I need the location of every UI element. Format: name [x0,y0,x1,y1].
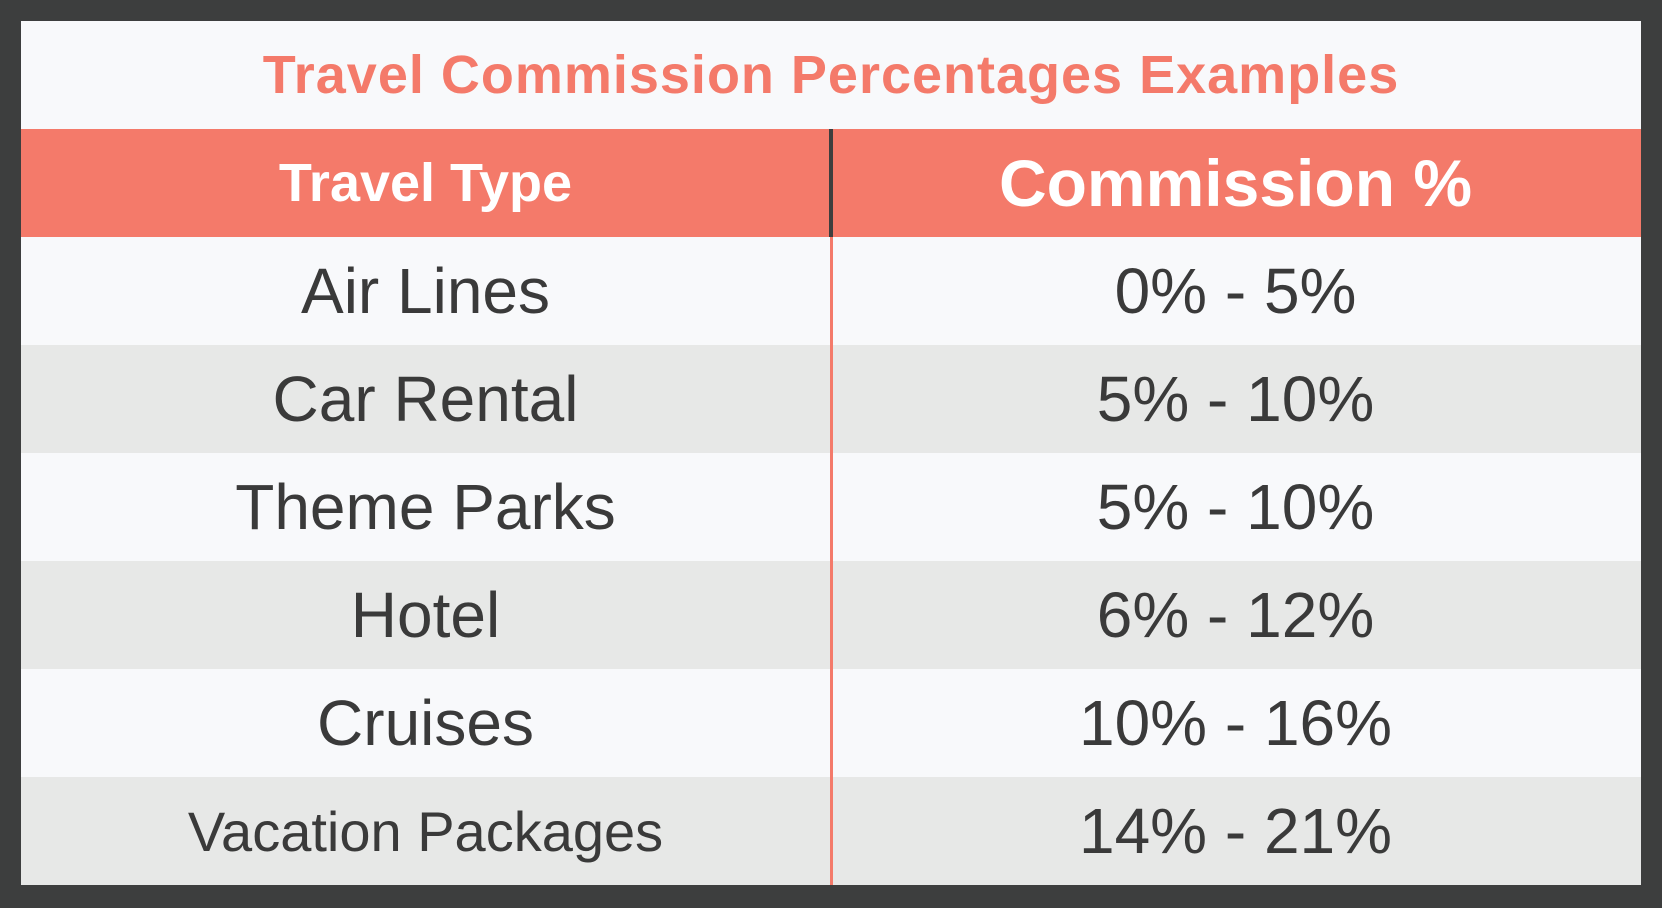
commission-table: Travel Type Commission % Air Lines 0% - … [21,129,1641,885]
header-travel-type: Travel Type [278,153,573,213]
travel-type-cell: Theme Parks [235,471,616,543]
commission-cell: 0% - 5% [1114,255,1357,327]
commission-cell: 6% - 12% [1096,579,1375,651]
travel-type-cell: Car Rental [272,363,579,435]
page-title: Travel Commission Percentages Examples [262,45,1400,105]
travel-type-cell: Cruises [317,687,534,759]
commission-table-card: Travel Commission Percentages Examples T… [21,21,1641,885]
travel-type-cell: Air Lines [301,255,550,327]
commission-cell: 14% - 21% [1078,795,1393,867]
commission-cell: 5% - 10% [1096,471,1375,543]
travel-type-cell: Hotel [350,579,501,651]
header-commission: Commission % [998,146,1473,220]
body-column-divider [830,237,833,885]
travel-type-cell: Vacation Packages [187,799,664,863]
header-column-divider [829,129,833,237]
commission-cell: 10% - 16% [1078,687,1393,759]
commission-cell: 5% - 10% [1096,363,1375,435]
